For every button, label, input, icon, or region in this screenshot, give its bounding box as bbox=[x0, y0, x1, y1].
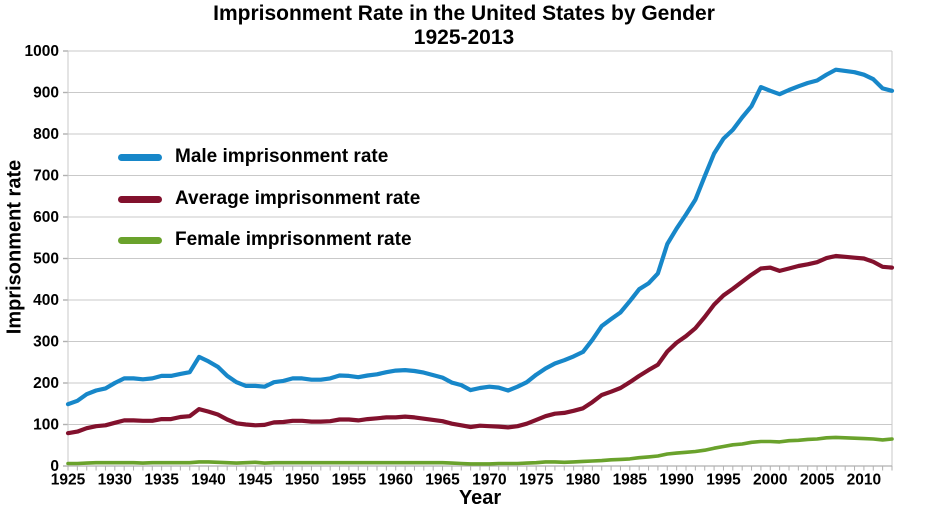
x-tick-label-1945: 1945 bbox=[238, 472, 273, 489]
x-tick-label-1990: 1990 bbox=[659, 472, 693, 489]
y-tick-label-1000: 1000 bbox=[25, 43, 59, 60]
y-tick-label-200: 200 bbox=[33, 375, 59, 392]
x-tick-label-1980: 1980 bbox=[566, 472, 600, 489]
y-tick-label-100: 100 bbox=[33, 417, 59, 434]
female-line bbox=[66, 435, 894, 466]
male-line bbox=[65, 67, 895, 407]
y-tick-label-900: 900 bbox=[33, 85, 59, 102]
x-tick-label-1965: 1965 bbox=[425, 472, 460, 489]
x-axis-title: Year bbox=[458, 487, 502, 509]
y-tick-label-600: 600 bbox=[33, 209, 59, 226]
y-axis-title: Imprisonment rate bbox=[3, 159, 26, 335]
y-tick-label-800: 800 bbox=[33, 126, 59, 143]
x-tick-label-1925: 1925 bbox=[51, 472, 86, 489]
x-tick-label-2000: 2000 bbox=[753, 472, 787, 489]
x-tick-label-1970: 1970 bbox=[472, 472, 506, 489]
x-tick-label-1950: 1950 bbox=[285, 472, 319, 489]
y-tick-label-400: 400 bbox=[33, 292, 59, 309]
x-tick-label-1995: 1995 bbox=[706, 472, 741, 489]
x-tick-label-1935: 1935 bbox=[144, 472, 179, 489]
chart-title: Imprisonment Rate in the United States b… bbox=[213, 2, 715, 25]
x-tick-label-2005: 2005 bbox=[800, 472, 835, 489]
x-tick-label-1975: 1975 bbox=[519, 472, 554, 489]
x-tick-label-1960: 1960 bbox=[378, 472, 412, 489]
x-tick-label-1940: 1940 bbox=[191, 472, 225, 489]
x-tick-label-1930: 1930 bbox=[98, 472, 132, 489]
chart-subtitle: 1925-2013 bbox=[413, 26, 515, 49]
x-tick-label-1955: 1955 bbox=[332, 472, 367, 489]
y-tick-label-700: 700 bbox=[33, 168, 59, 185]
x-tick-label-2010: 2010 bbox=[847, 472, 881, 489]
y-tick-label-300: 300 bbox=[33, 334, 59, 351]
x-tick-label-1985: 1985 bbox=[613, 472, 648, 489]
y-tick-label-0: 0 bbox=[50, 458, 59, 475]
average-line bbox=[65, 253, 895, 436]
y-tick-label-500: 500 bbox=[33, 251, 59, 268]
